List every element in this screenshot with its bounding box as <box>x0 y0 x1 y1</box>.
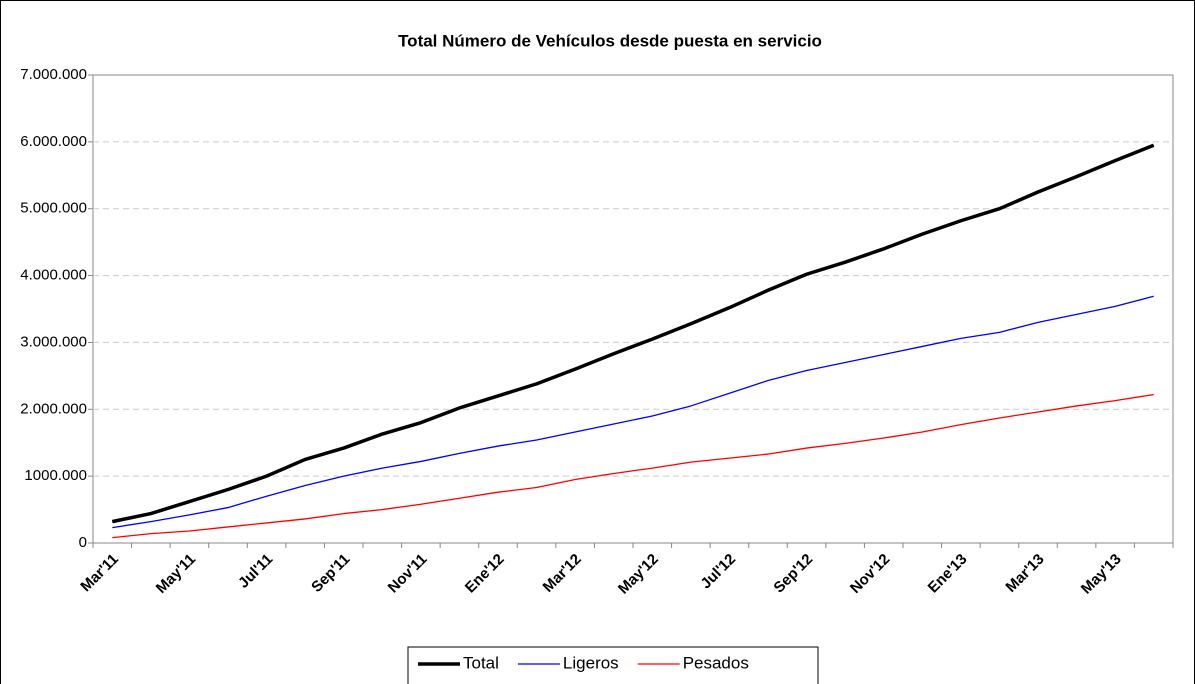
y-tick-label: 3.000.000 <box>20 333 87 350</box>
y-tick-label: 5.000.000 <box>20 200 87 217</box>
series-line <box>111 143 1155 524</box>
y-tick-label: 6.000.000 <box>20 133 87 150</box>
legend: Total Ligeros Pesados <box>407 646 819 684</box>
legend-box <box>407 646 819 684</box>
y-tick-label: 7.000.000 <box>20 66 87 83</box>
y-tick-label: 2.000.000 <box>20 400 87 417</box>
y-tick-label: 4.000.000 <box>20 267 87 284</box>
legend-label: Total <box>463 653 499 672</box>
legend-label: Ligeros <box>563 653 619 672</box>
series-line <box>112 393 1154 539</box>
series-line <box>112 295 1154 529</box>
y-tick-label: 0 <box>79 534 87 551</box>
chart-title: Total Número de Vehículos desde puesta e… <box>398 31 822 50</box>
y-tick-label: 1000.000 <box>24 467 87 484</box>
legend-label: Pesados <box>683 653 749 672</box>
